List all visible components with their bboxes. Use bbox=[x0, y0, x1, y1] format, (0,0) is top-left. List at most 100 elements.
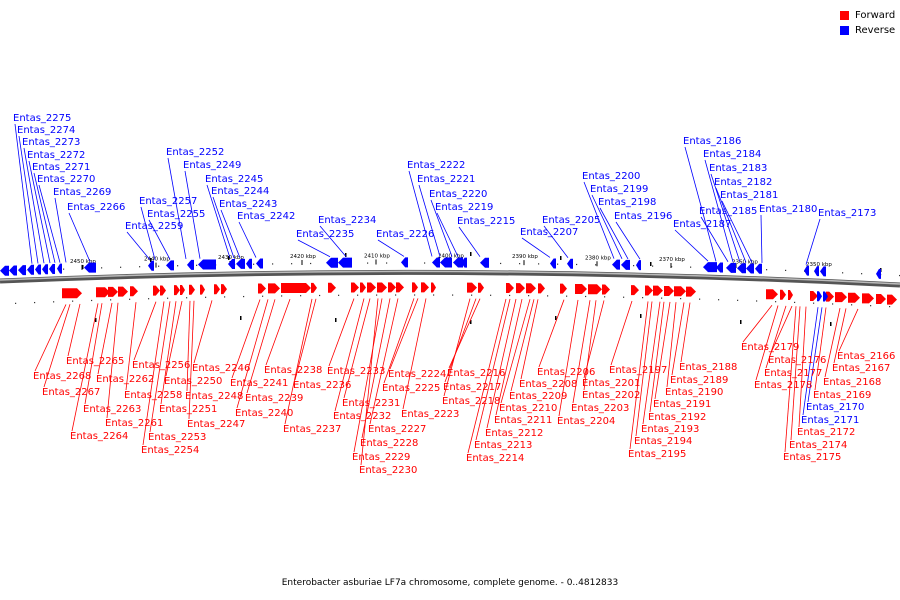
strand-dot bbox=[262, 295, 264, 297]
legend-forward-swatch bbox=[840, 11, 849, 20]
reverse-leader-line bbox=[430, 199, 453, 257]
forward-leader-line bbox=[833, 308, 847, 364]
forward-gene-label: Entas_2264 bbox=[70, 431, 128, 442]
strand-dot bbox=[376, 294, 378, 296]
reverse-leader-line bbox=[710, 173, 741, 263]
reverse-gene-arrow bbox=[621, 259, 630, 270]
reverse-leader-line bbox=[377, 239, 405, 257]
strand-dot bbox=[500, 262, 502, 265]
forward-gene-label: Entas_2188 bbox=[679, 362, 737, 373]
scale-tick-label: 2400 kbp bbox=[438, 254, 464, 260]
reverse-gene-label: Entas_2198 bbox=[598, 197, 656, 208]
reverse-gene-arrow bbox=[755, 263, 762, 274]
forward-leader-line bbox=[188, 300, 195, 420]
forward-leader-line bbox=[149, 301, 171, 433]
strand-dot bbox=[72, 300, 74, 302]
reverse-leader-line bbox=[206, 184, 231, 259]
forward-gene-label: Entas_2217 bbox=[443, 382, 501, 393]
forward-gene-arrow bbox=[876, 294, 886, 305]
reverse-leader-line bbox=[212, 196, 235, 259]
reverse-leader-line bbox=[23, 147, 45, 264]
reverse-gene-label: Entas_2183 bbox=[709, 163, 767, 174]
reverse-gene-label: Entas_2242 bbox=[237, 211, 295, 222]
forward-gene-arrow bbox=[388, 282, 396, 293]
forward-leader-line bbox=[790, 306, 801, 441]
genome-backbone bbox=[0, 269, 900, 288]
strand-mark bbox=[640, 314, 642, 318]
forward-gene-label: Entas_2246 bbox=[192, 363, 250, 374]
forward-gene-label: Entas_2178 bbox=[754, 380, 812, 391]
forward-leader-line bbox=[160, 301, 177, 405]
reverse-gene-label: Entas_2235 bbox=[296, 229, 354, 240]
reverse-leader-line bbox=[700, 216, 729, 262]
reverse-gene-label: Entas_2266 bbox=[67, 202, 125, 213]
strand-dot bbox=[205, 296, 207, 298]
forward-gene-label: Entas_2265 bbox=[66, 356, 124, 367]
forward-gene-label: Entas_2170 bbox=[806, 402, 864, 413]
reverse-leader-line bbox=[458, 226, 481, 257]
reverse-leader-line bbox=[599, 207, 629, 260]
forward-leader-line bbox=[246, 299, 276, 394]
forward-gene-label: Entas_2194 bbox=[634, 436, 692, 447]
reverse-gene-arrow bbox=[401, 257, 408, 268]
forward-leader-line bbox=[334, 298, 365, 412]
reverse-gene-arrow bbox=[42, 264, 48, 275]
reverse-gene-arrow bbox=[27, 264, 34, 275]
forward-leader-line bbox=[583, 300, 605, 379]
strand-dot bbox=[566, 295, 568, 297]
forward-leader-line bbox=[84, 303, 103, 405]
forward-gene-label: Entas_2213 bbox=[474, 440, 532, 451]
forward-gene-arrow bbox=[367, 282, 376, 293]
forward-leader-line bbox=[353, 298, 383, 453]
forward-gene-arrow bbox=[431, 282, 436, 293]
reverse-gene-arrow bbox=[550, 258, 556, 269]
strand-dot bbox=[585, 295, 587, 298]
forward-leader-line bbox=[495, 299, 523, 416]
forward-leader-line bbox=[486, 298, 517, 429]
forward-gene-arrow bbox=[62, 288, 82, 299]
forward-gene-label: Entas_2232 bbox=[333, 411, 391, 422]
strand-dot bbox=[167, 297, 169, 299]
forward-gene-label: Entas_2172 bbox=[797, 427, 855, 438]
strand-mark bbox=[555, 316, 557, 320]
reverse-gene-arrow bbox=[198, 259, 216, 270]
strand-mark bbox=[150, 258, 152, 262]
reverse-leader-line bbox=[297, 239, 331, 258]
forward-gene-arrow bbox=[153, 285, 160, 296]
strand-dot bbox=[690, 266, 692, 268]
forward-gene-label: Entas_2218 bbox=[442, 396, 500, 407]
strand-dot bbox=[661, 297, 663, 299]
reverse-gene-arrow bbox=[746, 263, 754, 274]
reverse-gene-arrow bbox=[703, 262, 717, 273]
forward-leader-line bbox=[71, 303, 99, 432]
reverse-gene-arrow bbox=[9, 265, 17, 276]
reverse-leader-line bbox=[418, 184, 441, 257]
strand-dot bbox=[139, 266, 141, 268]
reverse-leader-line bbox=[543, 225, 569, 258]
reverse-gene-arrow bbox=[326, 257, 338, 268]
reverse-gene-label: Entas_2185 bbox=[699, 206, 757, 217]
forward-gene-arrow bbox=[108, 286, 118, 297]
forward-leader-line bbox=[97, 302, 113, 375]
forward-gene-label: Entas_2179 bbox=[741, 342, 799, 353]
reverse-gene-arrow bbox=[453, 257, 463, 268]
forward-gene-label: Entas_2169 bbox=[813, 390, 871, 401]
forward-gene-label: Entas_2228 bbox=[360, 438, 418, 449]
reverse-gene-label: Entas_2259 bbox=[125, 221, 183, 232]
reverse-gene-label: Entas_2226 bbox=[376, 229, 434, 240]
strand-dot bbox=[775, 301, 777, 303]
forward-gene-arrow bbox=[560, 283, 567, 294]
strand-dots bbox=[6, 252, 900, 326]
strand-mark bbox=[345, 253, 347, 257]
forward-leader-line bbox=[649, 301, 665, 413]
strand-dot bbox=[737, 299, 739, 301]
reverse-gene-arrow bbox=[84, 262, 96, 273]
reverse-gene-label: Entas_2205 bbox=[542, 215, 600, 226]
forward-leader-line bbox=[402, 298, 427, 410]
reverse-gene-arrow bbox=[726, 262, 736, 273]
reverse-leader-line bbox=[721, 200, 753, 263]
forward-gene-label: Entas_2176 bbox=[768, 355, 826, 366]
reverse-gene-arrow bbox=[18, 265, 26, 276]
forward-leader-line bbox=[448, 298, 481, 369]
reverse-gene-arrow bbox=[236, 258, 245, 269]
